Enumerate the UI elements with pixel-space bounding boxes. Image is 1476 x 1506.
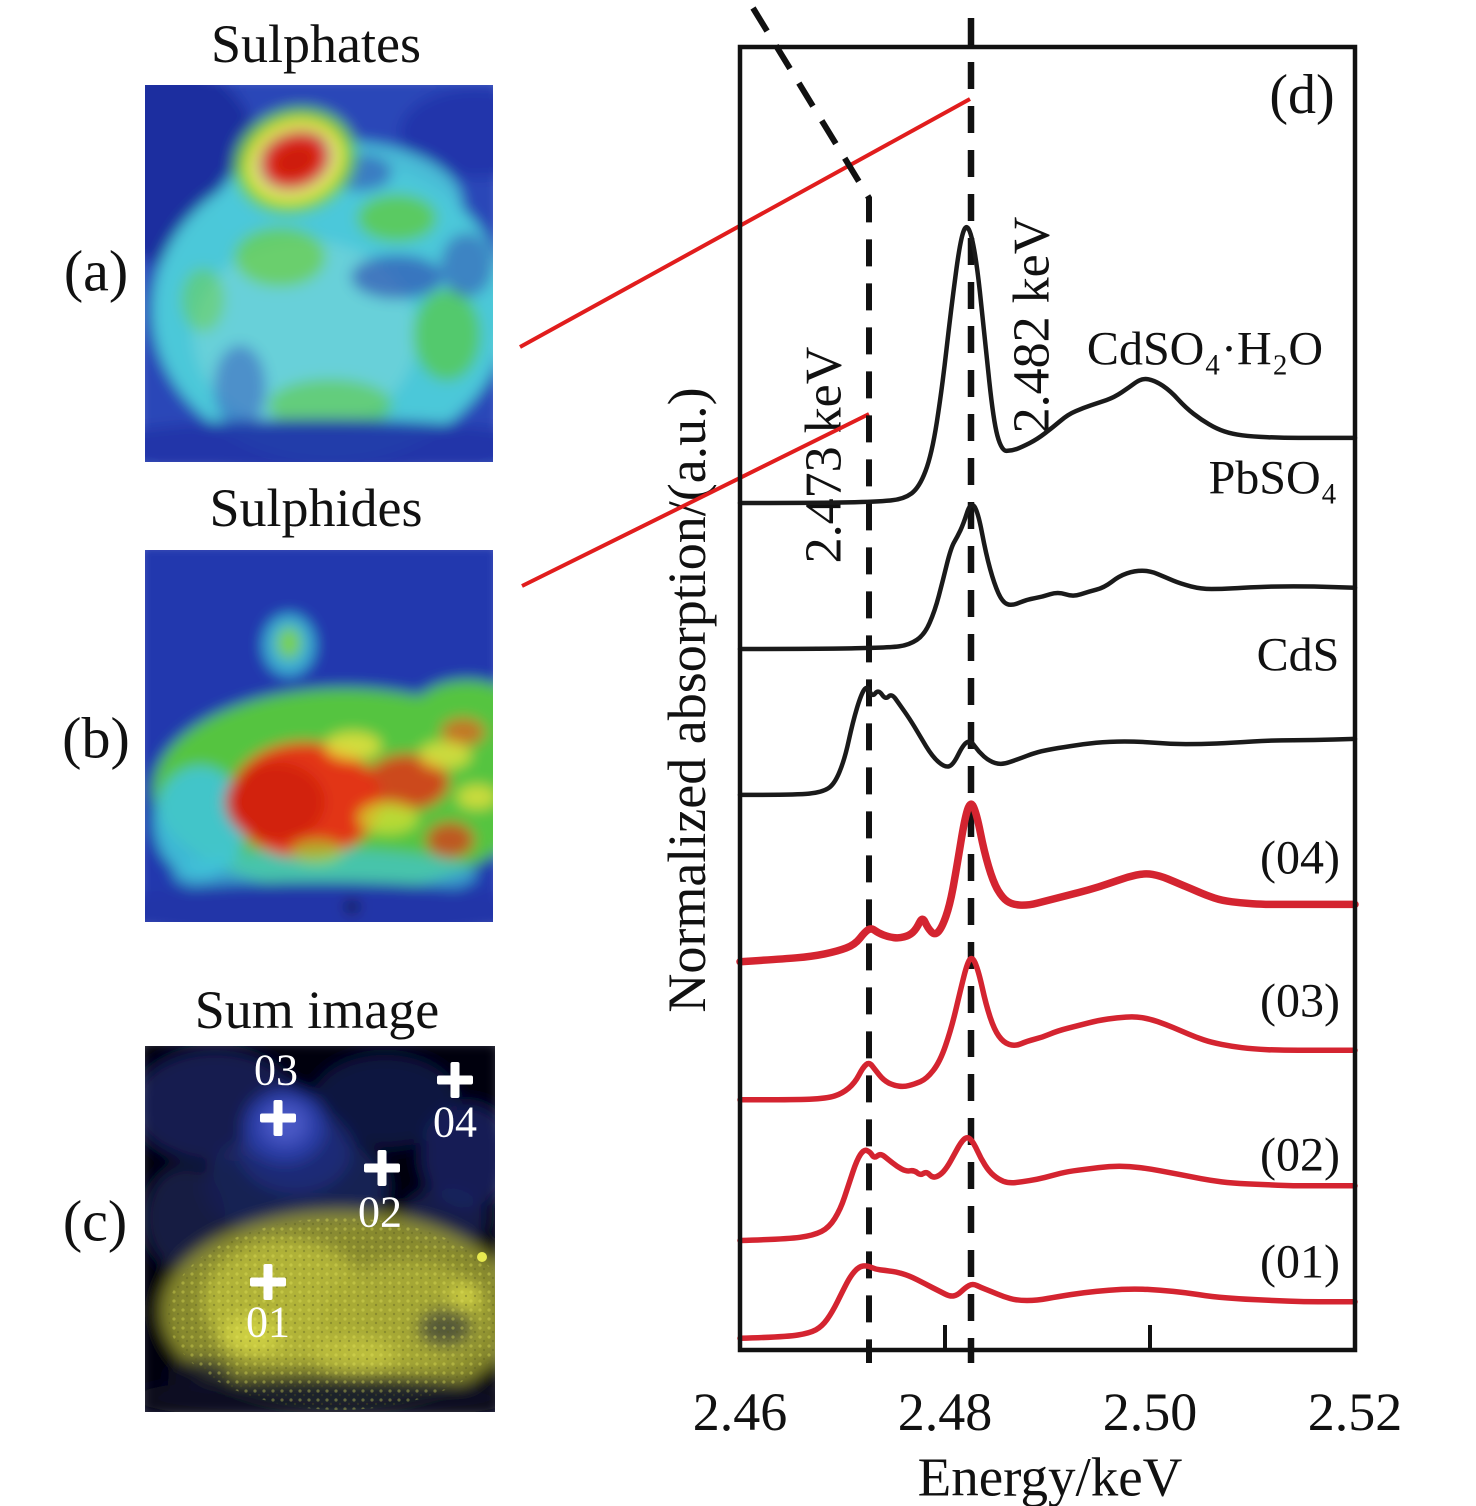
cross-marker-02 [364, 1150, 400, 1186]
panel-d-tag: (d) [1269, 64, 1335, 126]
sum-image-heatmap [145, 1046, 495, 1412]
series-label-pbso4: PbSO₄ [1208, 451, 1338, 505]
sulphides-heatmap [145, 550, 493, 922]
spectrum-cds [737, 685, 1358, 798]
x-tick-248: 2.48 [897, 1382, 993, 1442]
marker-label-04: 04 [433, 1097, 477, 1147]
sum-image-bright-spot [477, 1252, 487, 1262]
panel-a-title: Sulphates [211, 14, 421, 74]
cross-marker-03 [260, 1100, 296, 1136]
marker-label-01: 01 [246, 1297, 290, 1347]
sulphates-hotspot [233, 107, 357, 215]
panel-b-title: Sulphides [209, 478, 423, 538]
series-label-04: (04) [1260, 831, 1340, 885]
series-label-cds: CdS [1256, 628, 1340, 682]
series-label-cdso4-h2o: CdSO₄·H₂O [1086, 322, 1324, 376]
panel-c-title: Sum image [194, 980, 440, 1040]
series-label-01: (01) [1260, 1235, 1340, 1289]
sum-image-crosses [250, 1062, 473, 1300]
sulphates-heatmap-blobs [145, 85, 493, 462]
panel-b-tag: (b) [62, 705, 130, 771]
sum-image-speckle [168, 1218, 495, 1410]
series-label-03: (03) [1260, 974, 1340, 1028]
sulphates-heatmap [145, 85, 493, 462]
guide-line-2473 [750, 6, 872, 1363]
annotation-2482kev: 2.482 keV [1003, 216, 1061, 434]
connector-line-sulphates [519, 97, 971, 349]
series-label-02: (02) [1260, 1128, 1340, 1182]
x-axis-label: Energy/keV [917, 1446, 1183, 1506]
x-tick-250: 2.50 [1102, 1382, 1198, 1442]
panel-c-tag: (c) [62, 1188, 128, 1254]
annotation-2473kev: 2.473 keV [795, 346, 853, 564]
x-tick-252: 2.52 [1307, 1382, 1403, 1442]
x-tick-246: 2.46 [692, 1382, 788, 1442]
y-axis-label: Normalized absorption/(a.u.) [657, 387, 717, 1013]
marker-label-03: 03 [254, 1045, 298, 1095]
cross-marker-01 [250, 1264, 286, 1300]
panel-a-tag: (a) [63, 238, 129, 304]
cross-marker-04 [437, 1062, 473, 1098]
sulphides-heatmap-blobs [145, 550, 493, 922]
marker-label-02: 02 [358, 1187, 402, 1237]
